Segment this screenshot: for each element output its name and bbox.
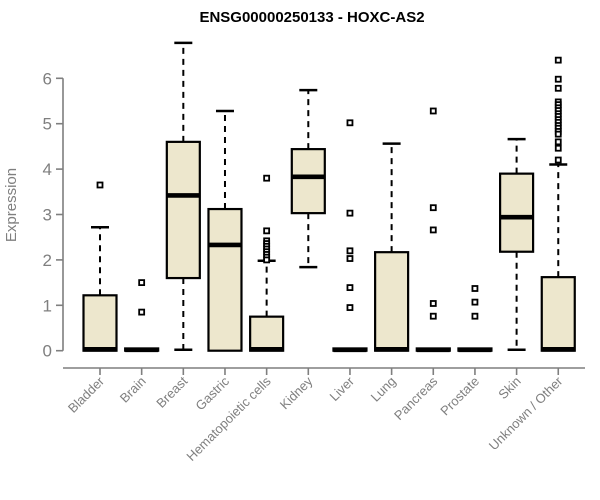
- outlier-point: [138, 308, 146, 316]
- x-tick-label: Pancreas: [391, 373, 441, 423]
- outlier-point: [263, 174, 271, 182]
- y-axis-label: Expression: [3, 168, 20, 242]
- outlier-point: [346, 247, 354, 255]
- outlier-point: [429, 312, 437, 320]
- y-tick-label: 4: [43, 160, 52, 179]
- box-group-skin: [499, 137, 535, 352]
- iqr-box: [82, 294, 118, 352]
- outlier-point: [346, 255, 354, 262]
- outlier-point: [346, 304, 354, 311]
- box-group-kidney: [290, 88, 326, 269]
- outlier-point: [346, 119, 354, 127]
- x-tick-label: Bladder: [65, 373, 108, 416]
- outlier-point: [554, 156, 562, 164]
- box-group-breast: [165, 41, 201, 352]
- y-tick-label: 2: [43, 251, 52, 270]
- box-group-bladder: [82, 181, 118, 352]
- x-tick-label: Brain: [117, 374, 149, 406]
- box-group-gastric: [207, 109, 243, 352]
- x-tick-label: Prostate: [437, 374, 482, 419]
- outlier-point: [138, 279, 146, 287]
- x-tick-label: Unknown / Other: [486, 373, 566, 453]
- iqr-box: [165, 140, 201, 280]
- outlier-point: [429, 300, 437, 307]
- outlier-point: [554, 75, 562, 83]
- iqr-box: [540, 276, 576, 352]
- x-tick-label: Lung: [368, 374, 399, 405]
- box-group-hematopoietic-cells: [249, 174, 285, 352]
- y-tick-label: 0: [43, 342, 52, 361]
- y-tick-label: 5: [43, 115, 52, 134]
- outlier-point: [554, 144, 562, 152]
- iqr-box: [290, 148, 326, 215]
- x-tick-label: Skin: [495, 374, 523, 402]
- box-group-lung: [374, 142, 410, 352]
- iqr-box: [374, 251, 410, 352]
- outlier-point: [429, 226, 437, 234]
- iqr-box: [499, 172, 535, 253]
- box-group-brain: [124, 279, 160, 353]
- outlier-point: [96, 181, 104, 189]
- outlier-point: [471, 285, 479, 292]
- outlier-point: [554, 138, 562, 146]
- x-tick-label: Kidney: [277, 373, 316, 412]
- y-tick-label: 1: [43, 296, 52, 315]
- box-group-liver: [332, 119, 368, 353]
- outlier-point: [554, 84, 562, 92]
- outlier-point: [263, 227, 271, 235]
- outlier-point: [471, 298, 479, 306]
- y-tick-label: 6: [43, 69, 52, 88]
- iqr-box: [249, 315, 285, 352]
- outlier-point: [263, 256, 271, 264]
- outlier-point: [429, 204, 437, 212]
- outlier-point: [471, 312, 479, 320]
- outlier-point: [554, 56, 562, 64]
- chart-title: ENSG00000250133 - HOXC-AS2: [199, 9, 424, 26]
- box-group-unknown-other: [540, 56, 576, 352]
- iqr-box: [207, 207, 243, 352]
- x-tick-label: Gastric: [192, 373, 232, 413]
- box-group-pancreas: [415, 107, 451, 353]
- boxes: [82, 41, 576, 353]
- outlier-point: [346, 209, 354, 217]
- outlier-point: [346, 284, 354, 291]
- x-tick-label: Liver: [327, 373, 358, 404]
- x-tick-label: Breast: [153, 373, 190, 410]
- y-tick-label: 3: [43, 206, 52, 225]
- outlier-point: [429, 107, 437, 115]
- outlier-point: [554, 130, 562, 138]
- box-group-prostate: [457, 285, 493, 353]
